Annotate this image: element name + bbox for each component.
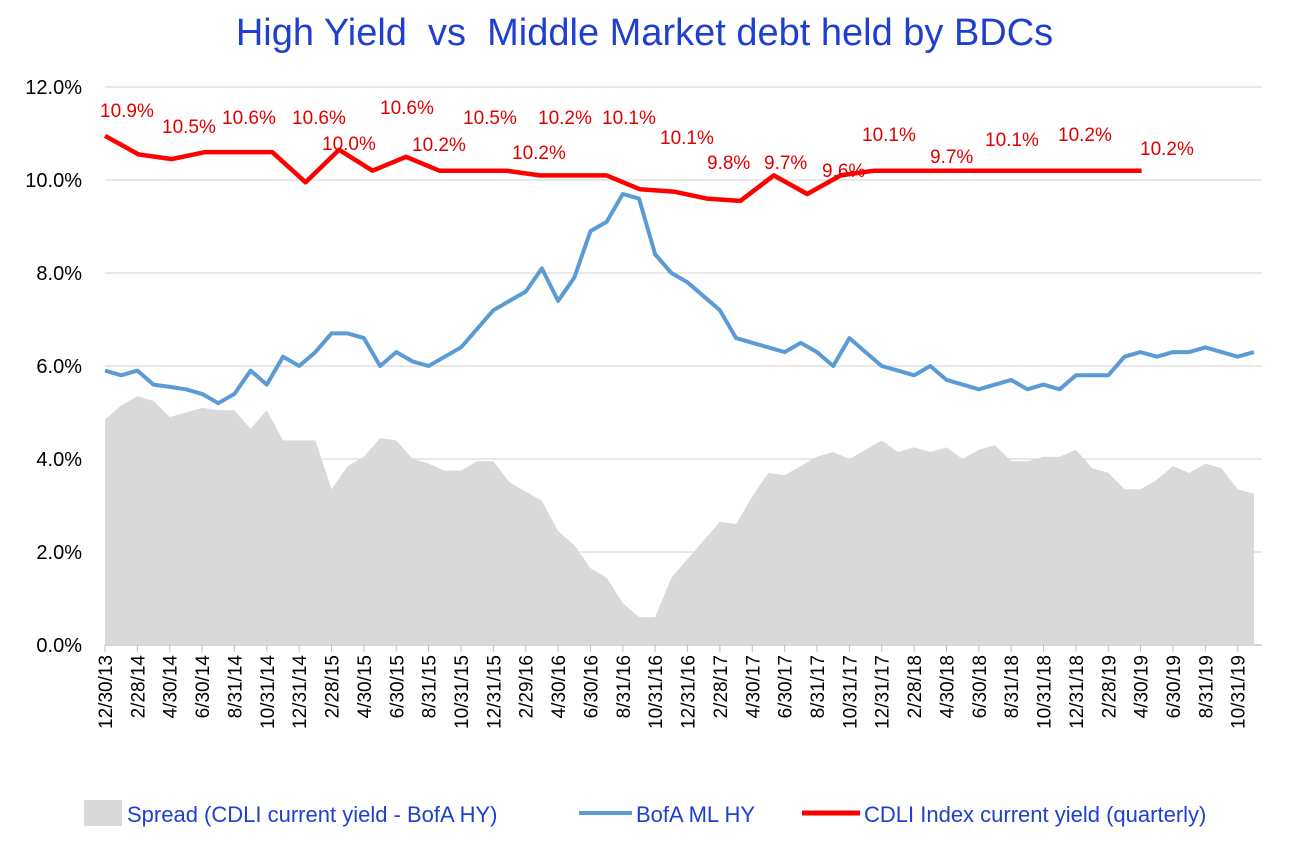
x-tick-label: 8/31/19	[1196, 655, 1217, 718]
cdli-line	[103, 133, 1142, 204]
x-tick-label: 2/28/14	[128, 655, 149, 719]
legend-label-hy: BofA ML HY	[636, 802, 755, 827]
x-tick-label: 4/30/15	[355, 655, 376, 718]
cdli-data-label: 9.7%	[764, 153, 807, 174]
cdli-data-label: 10.9%	[100, 101, 154, 122]
x-tick-label: 10/31/17	[840, 655, 861, 729]
chart-title: High Yield vs Middle Market debt held by…	[235, 12, 1054, 54]
x-tick-label: 4/30/14	[161, 655, 182, 719]
x-tick-label: 2/28/15	[323, 655, 344, 718]
y-tick-label: 8.0%	[36, 263, 82, 285]
legend: Spread (CDLI current yield - BofA HY) Bo…	[84, 800, 1206, 827]
x-tick-label: 12/31/17	[873, 655, 894, 729]
cdli-data-label: 10.2%	[1058, 125, 1112, 146]
x-tick-label: 2/29/16	[517, 655, 538, 718]
cdli-data-label: 10.0%	[322, 134, 376, 155]
x-tick-label: 6/30/18	[970, 655, 991, 718]
x-tick-label: 2/28/17	[711, 655, 732, 718]
x-tick-label: 4/30/17	[743, 655, 764, 718]
cdli-data-label: 10.6%	[292, 108, 346, 129]
cdli-data-label: 10.1%	[660, 128, 714, 149]
data-labels-layer: 10.9%10.5% 10.6% 10.6%10.0%10.6%10.2%10.5%…	[100, 98, 1194, 182]
cdli-data-label: 9.8%	[707, 153, 750, 174]
x-tick-label: 4/30/16	[549, 655, 570, 718]
cdli-data-label: 9.7%	[930, 147, 973, 168]
x-tick-label: 10/31/18	[1035, 655, 1056, 729]
legend-label-cdli: CDLI Index current yield (quarterly)	[864, 802, 1206, 827]
x-tick-label: 12/31/15	[484, 655, 505, 729]
cdli-data-label: 10.5%	[463, 108, 517, 129]
y-tick-label: 2.0%	[36, 542, 82, 564]
x-tick-label: 6/30/16	[581, 655, 602, 718]
x-tick-label: 8/31/17	[808, 655, 829, 718]
x-tick-label: 6/30/19	[1164, 655, 1185, 718]
x-tick-label: 4/30/18	[937, 655, 958, 718]
cdli-data-label: 10.2%	[538, 108, 592, 129]
x-tick-label: 10/31/14	[258, 655, 279, 729]
y-tick-label: 6.0%	[36, 356, 82, 378]
cdli-data-label: 10.6%	[380, 98, 434, 119]
x-tick-label: 12/31/14	[290, 655, 311, 729]
cdli-data-label: 10.1%	[862, 125, 916, 146]
x-tick-label: 8/31/15	[420, 655, 441, 718]
legend-label-spread: Spread (CDLI current yield - BofA HY)	[127, 802, 497, 827]
x-tick-label: 8/31/14	[225, 655, 246, 719]
x-tick-label: 6/30/14	[193, 655, 214, 719]
y-tick-label: 12.0%	[25, 77, 82, 99]
x-tick-label: 8/31/16	[614, 655, 635, 718]
y-tick-label: 4.0%	[36, 449, 82, 471]
x-tick-label: 4/30/19	[1132, 655, 1153, 718]
cdli-data-label: 10.1%	[602, 108, 656, 129]
x-tick-label: 10/31/19	[1229, 655, 1250, 729]
x-tick-label: 12/31/18	[1067, 655, 1088, 729]
x-tick-label: 6/30/17	[776, 655, 797, 718]
cdli-line-layer	[103, 133, 1142, 204]
x-tick-label: 12/30/13	[96, 655, 117, 729]
spread-area-layer	[105, 396, 1254, 645]
spread-area	[105, 396, 1254, 645]
y-tick-label: 10.0%	[25, 170, 82, 192]
hy-line-layer	[104, 192, 1255, 406]
cdli-data-label: 10.1%	[985, 130, 1039, 151]
x-tick-labels: 12/30/13 2/28/14 4/30/14 6/30/14 8/31/14 10/3…	[96, 645, 1250, 729]
x-tick-label: 6/30/15	[387, 655, 408, 718]
x-tick-label: 2/28/18	[905, 655, 926, 718]
cdli-data-label: 10.2%	[1140, 139, 1194, 160]
cdli-data-label: 10.6%	[222, 108, 276, 129]
hy-line	[104, 192, 1255, 406]
y-tick-labels: 0.0% 2.0% 4.0% 6.0% 8.0% 10.0% 12.0%	[25, 77, 82, 657]
x-tick-label: 10/31/15	[452, 655, 473, 729]
cdli-data-label: 10.2%	[512, 143, 566, 164]
x-tick-label: 12/31/16	[679, 655, 700, 729]
x-tick-label: 2/28/19	[1099, 655, 1120, 718]
cdli-data-label: 10.2%	[412, 135, 466, 156]
x-tick-label: 8/31/18	[1002, 655, 1023, 718]
cdli-data-label: 9.6%	[822, 161, 865, 182]
legend-swatch-spread	[84, 800, 122, 826]
x-tick-label: 10/31/16	[646, 655, 667, 729]
cdli-data-label: 10.5%	[162, 117, 216, 138]
y-tick-label: 0.0%	[36, 635, 82, 657]
